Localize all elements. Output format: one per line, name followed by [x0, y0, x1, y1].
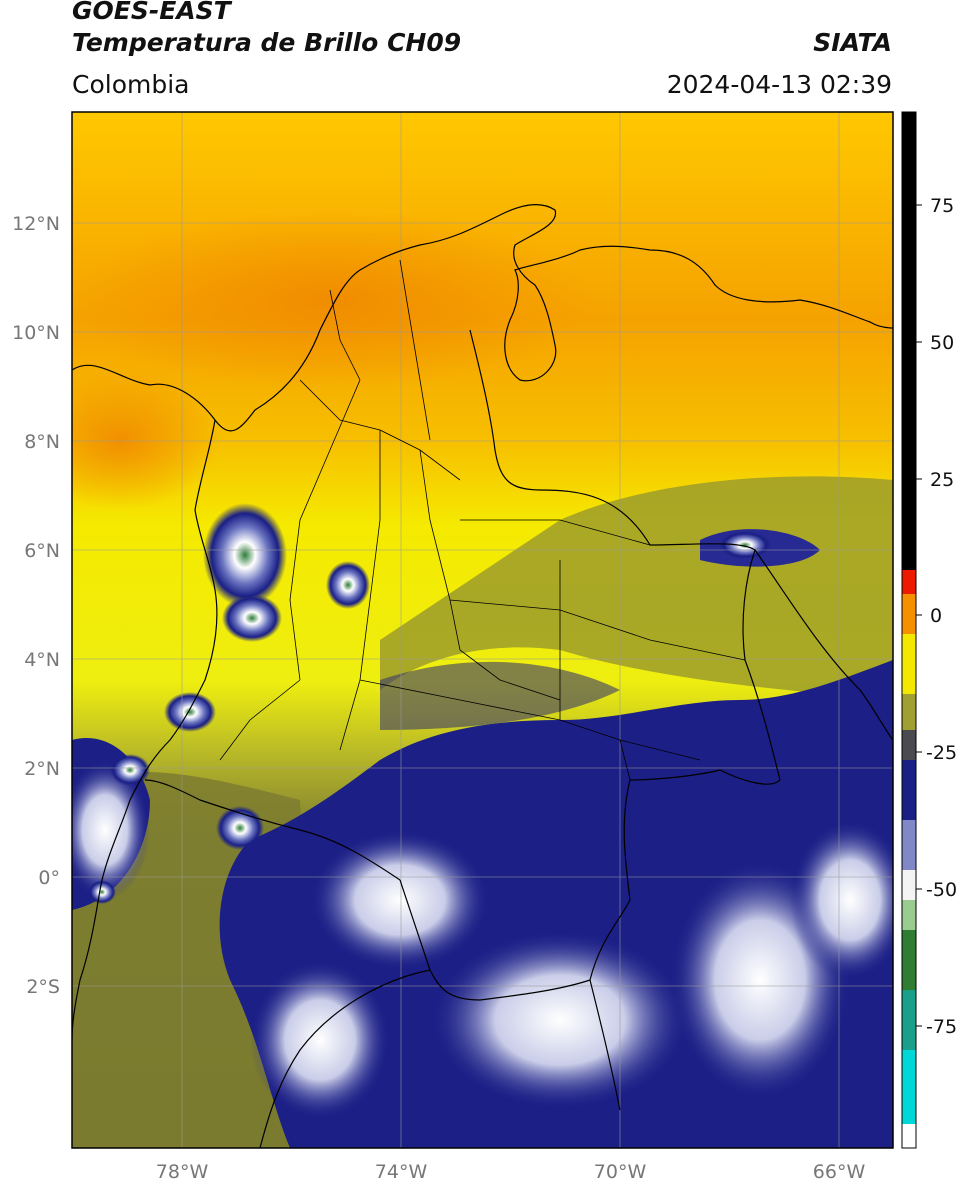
colorbar-tick-label: 25	[930, 469, 954, 491]
colorbar-lavender	[902, 820, 916, 870]
department-borders	[219, 259, 746, 781]
colorbar-orange	[902, 594, 916, 634]
colorbar-cyan	[902, 1050, 916, 1124]
product-title: Temperatura de Brillo CH09	[72, 28, 462, 57]
colorbar-tick-label: 50	[930, 332, 954, 354]
timestamp-label: 2024-04-13 02:39	[666, 70, 892, 99]
storm-cell-east	[719, 531, 771, 559]
lon-tick-label: 78°W	[156, 1161, 209, 1183]
lon-tick-label: 70°W	[594, 1161, 647, 1183]
colorbar: 75 50 25 0 -25 -50 -75	[901, 111, 957, 1149]
colorbar-tick-label: -25	[926, 742, 957, 764]
colorbar-lightgreen	[902, 900, 916, 930]
storm-cell-narino	[110, 754, 150, 786]
cloud-tops-4	[250, 960, 390, 1120]
cloud-tops-1	[310, 830, 490, 970]
colorbar-teal	[902, 990, 916, 1050]
colorbar-black	[902, 112, 916, 570]
colorbar-navy	[902, 760, 916, 820]
latitude-tick-labels: 12°N 10°N 8°N 6°N 4°N 2°N 0° 2°S	[12, 213, 60, 998]
lat-tick-label: 2°N	[24, 758, 60, 780]
lat-tick-label: 4°N	[24, 649, 60, 671]
pacific-coastline	[72, 419, 218, 1041]
colorbar-tick-label: 0	[930, 605, 942, 627]
colorbar-frame	[901, 111, 917, 1149]
storm-cell-choco	[203, 503, 287, 607]
lat-lon-grid	[72, 112, 893, 1148]
colorbar-tick-label: -50	[926, 879, 957, 901]
organization-label: SIATA	[813, 28, 892, 57]
lat-tick-label: 12°N	[12, 213, 60, 235]
peru-brazil-border	[259, 969, 621, 1148]
storm-cell-pacific	[222, 594, 282, 642]
colorbar-tick-label: 75	[930, 195, 954, 217]
lat-tick-label: 2°S	[26, 976, 60, 998]
colorbar-green	[902, 930, 916, 990]
colorbar-white	[902, 870, 916, 900]
cloud-tops-6	[72, 760, 150, 900]
lat-tick-label: 8°N	[24, 431, 60, 453]
colorbar-tick-label: -75	[926, 1016, 957, 1038]
colombia-border-east	[399, 329, 781, 1001]
colorbar-yellow	[902, 634, 916, 694]
colorbar-olive	[902, 694, 916, 730]
cloud-tops-5	[790, 820, 893, 980]
storm-cell-coast	[164, 692, 216, 732]
warm-area-caribbean	[72, 210, 590, 390]
lat-tick-label: 10°N	[12, 322, 60, 344]
colorbar-gray	[902, 730, 916, 760]
lon-tick-label: 74°W	[375, 1161, 428, 1183]
satellite-title: GOES-EAST	[72, 0, 231, 25]
warm-area-west	[72, 370, 220, 510]
colorbar-bottom-white	[902, 1124, 916, 1148]
storm-cell-ecuador	[88, 880, 116, 904]
lat-tick-label: 0°	[38, 867, 60, 889]
caribbean-coastline	[72, 203, 893, 432]
colombia-border-south	[144, 779, 401, 881]
region-label: Colombia	[72, 70, 190, 99]
lon-tick-label: 66°W	[813, 1161, 866, 1183]
longitude-tick-labels: 78°W 74°W 70°W 66°W	[156, 1161, 866, 1183]
cloud-tops-2	[430, 930, 690, 1110]
storm-cell-antioquia	[326, 561, 370, 609]
map-frame	[71, 111, 894, 1149]
venezuela-brazil-border	[754, 549, 893, 741]
lat-tick-label: 6°N	[24, 540, 60, 562]
colorbar-red	[902, 570, 916, 594]
